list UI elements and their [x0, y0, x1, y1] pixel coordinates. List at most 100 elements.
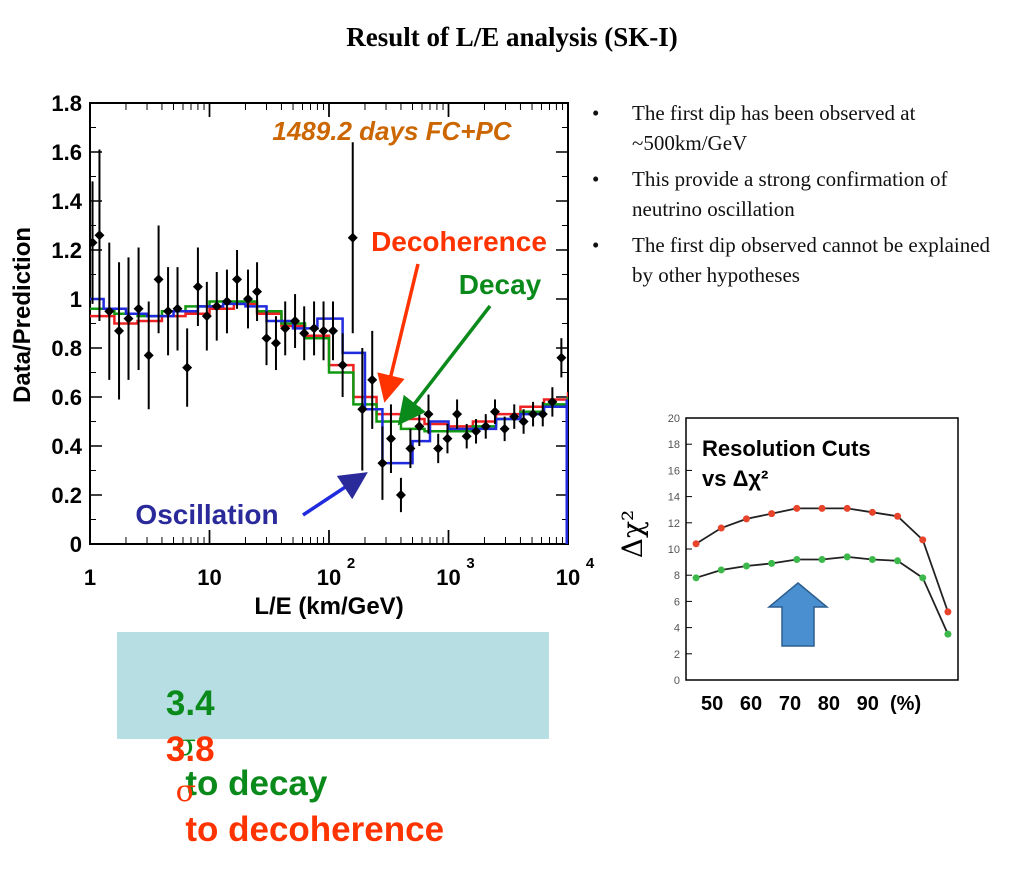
data-point	[221, 296, 232, 307]
x-axis-title: L/E (km/GeV)	[254, 593, 403, 620]
inset-y-tick-label: 0	[674, 675, 680, 687]
data-point	[243, 294, 254, 304]
inset-y-tick-label: 4	[674, 623, 680, 635]
x-tick-exponent: 2	[347, 555, 355, 572]
inset-data-point	[944, 608, 952, 616]
sigma-symbol: σ	[175, 774, 197, 809]
data-point	[104, 306, 115, 317]
plot-area	[90, 142, 568, 544]
inset-data-point	[742, 562, 750, 570]
decoherence-sigma-value: 3.8	[165, 730, 215, 769]
data-point	[405, 443, 416, 454]
data-point	[192, 281, 203, 292]
arrow-decoherence	[377, 263, 420, 403]
data-point	[153, 274, 164, 285]
inset-y-tick-label: 16	[668, 465, 680, 477]
inset-data-point	[919, 574, 927, 582]
bullet-item: • This provide a strong confirmation of …	[592, 164, 1012, 224]
data-point	[290, 316, 301, 327]
inset-data-point	[742, 515, 750, 523]
inset-y-axis-title: Δχ²	[616, 510, 649, 558]
inset-data-point	[919, 536, 927, 544]
inset-data-point	[843, 504, 851, 512]
data-point	[299, 328, 310, 339]
x-tick-label: 10	[317, 565, 341, 590]
inset-y-tick-label: 6	[674, 596, 680, 608]
inset-y-tick-label: 14	[668, 492, 680, 504]
y-tick-label: 1	[70, 287, 82, 312]
data-point	[461, 431, 472, 442]
inset-data-point	[717, 524, 725, 532]
data-point	[172, 303, 183, 314]
label-decay: Decay	[459, 269, 542, 300]
y-tick-label: 0.6	[51, 385, 82, 410]
inset-y-tick-label: 20	[668, 413, 680, 425]
bullet-dot: •	[592, 233, 600, 257]
data-point	[433, 443, 444, 454]
chart-annotation: 1489.2 days FC+PC	[272, 116, 512, 146]
arrow-decay	[397, 304, 492, 426]
bullet-list: • The first dip has been observed at ~50…	[592, 98, 1012, 296]
decoherence-significance: 3.8 σ to decoherence	[127, 690, 444, 890]
inset-data-point	[768, 510, 776, 518]
inset-frame	[685, 417, 959, 681]
label-decoherence: Decoherence	[371, 226, 547, 257]
inset-y-tick-label: 10	[668, 544, 680, 556]
x-tick-label: 10	[436, 565, 460, 590]
y-tick-label: 0.4	[51, 434, 82, 459]
x-tick-label: 1	[84, 565, 96, 590]
inset-data-point	[692, 574, 700, 582]
inset-data-point	[818, 555, 826, 563]
inset-y-tick-label: 8	[674, 570, 680, 582]
data-point	[252, 286, 263, 297]
decay-sigma-value: 3.4	[165, 684, 215, 723]
data-point	[143, 350, 154, 361]
bullet-text: This provide a strong confirmation of ne…	[632, 167, 948, 221]
inset-data-point	[768, 559, 776, 567]
inset-data-point	[843, 553, 851, 561]
inset-data-point	[894, 512, 902, 520]
data-point	[480, 421, 491, 432]
inset-x-axis-labels: 50 60 70 80 90 (%)	[701, 693, 921, 715]
bullet-text: The first dip has been observed at ~500k…	[632, 101, 916, 155]
inset-data-point	[793, 555, 801, 563]
data-point	[280, 323, 291, 334]
data-point	[471, 426, 482, 437]
inset-y-tick-label: 18	[668, 439, 680, 451]
data-point	[547, 396, 558, 407]
inset-y-tick-label: 2	[674, 649, 680, 661]
x-tick-exponent: 4	[586, 555, 595, 572]
data-point	[423, 409, 434, 420]
label-oscillation: Oscillation	[135, 499, 278, 530]
inset-data-point	[868, 555, 876, 563]
data-point	[357, 404, 368, 415]
data-point	[182, 362, 193, 373]
data-point	[163, 306, 174, 317]
bullet-dot: •	[592, 167, 600, 191]
data-point	[537, 409, 548, 420]
decoherence-label: to decoherence	[185, 810, 445, 849]
arrow-oscillation	[302, 472, 368, 517]
data-point	[499, 423, 510, 434]
data-point	[509, 411, 520, 422]
data-point	[270, 338, 281, 349]
y-tick-label: 0.8	[51, 336, 82, 361]
slide-title: Result of L/E analysis (SK-I)	[346, 22, 678, 52]
data-point	[318, 325, 329, 336]
inset-data-point	[944, 630, 952, 638]
y-tick-label: 1.8	[51, 91, 82, 116]
up-arrow-icon	[766, 582, 830, 647]
bullet-text: The first dip observed cannot be explain…	[632, 233, 991, 287]
inset-y-tick-label: 12	[668, 518, 680, 530]
series-oscillation-line	[90, 297, 568, 465]
data-point	[90, 237, 98, 248]
inset-data-point	[818, 504, 826, 512]
data-point	[327, 325, 338, 336]
y-tick-label: 0	[70, 532, 82, 557]
data-point	[452, 409, 463, 420]
data-point	[94, 230, 105, 241]
data-point	[377, 458, 388, 469]
data-point	[367, 374, 378, 385]
bullet-item: • The first dip has been observed at ~50…	[592, 98, 1012, 158]
data-point	[518, 416, 529, 427]
